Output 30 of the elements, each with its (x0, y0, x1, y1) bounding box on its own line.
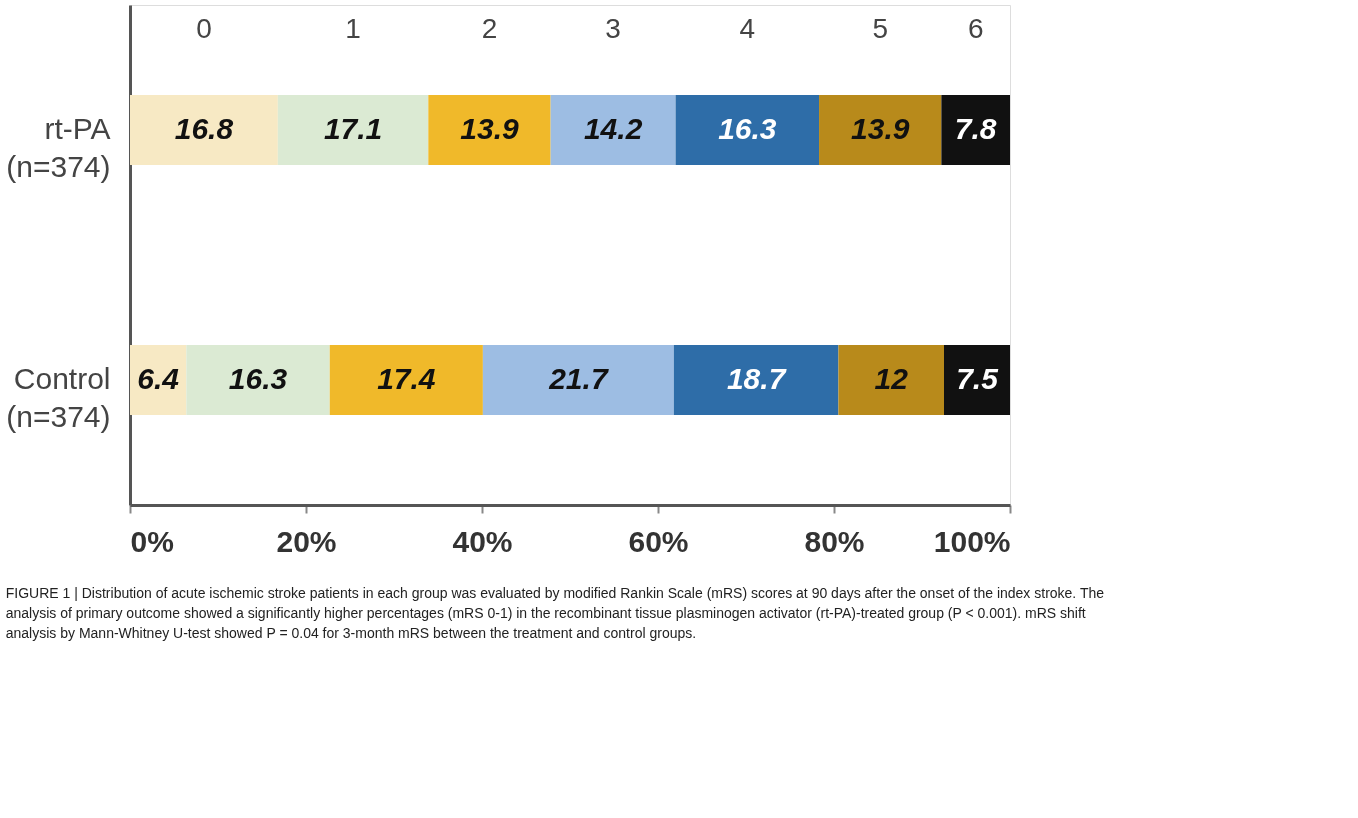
x-tick-label: 0% (130, 524, 174, 558)
data-label: 7.5 (956, 362, 1000, 395)
caption: FIGURE 1 | Distribution of acute ischemic stroke patients in each group was evaluated by modified Rankin Scale (mRS) scores at 90 days after the onset of the index stroke. The analysis of primary outcome showed a significantly higher percentages (mRS 0-1) in the recombinant tissue plasminogen activator (rt-PA)-treated group (P < 0.001). mRS shift analysis by Mann-Whitney U-test showed P = 0.04 for 3-month mRS between the treatment and control groups. (5, 585, 1105, 641)
y-tick-label: Control (n=374) (6, 362, 111, 433)
x-tick-label: 20% (276, 524, 337, 558)
x-tick-label: 40% (452, 524, 513, 558)
series-label: 3 (605, 13, 621, 44)
data-label: 6.4 (137, 362, 180, 395)
series-label: 4 (739, 13, 756, 44)
data-label: 14.2 (583, 112, 643, 145)
x-tick-label: 80% (804, 524, 865, 558)
data-label: 7.8 (954, 112, 997, 145)
data-label: 13.9 (460, 112, 519, 145)
series-label: 5 (872, 13, 888, 44)
series-label: 6 (967, 13, 984, 44)
series-label: 1 (345, 13, 361, 44)
data-label: 16.3 (718, 112, 777, 145)
x-tick-label: 60% (628, 524, 689, 558)
data-label: 18.7 (726, 362, 787, 395)
x-tick-label: 100% (933, 524, 1011, 558)
data-label: 13.9 (851, 112, 910, 145)
data-label: 17.1 (323, 112, 383, 145)
data-label: 21.7 (548, 362, 609, 395)
data-label: 12 (874, 362, 909, 395)
data-label: 16.3 (228, 362, 288, 395)
data-label: 16.8 (174, 112, 234, 145)
series-label: 2 (481, 13, 498, 44)
series-label: 0 (196, 13, 212, 44)
data-label: 17.4 (377, 362, 436, 395)
y-tick-label: rt-PA (n=374) (6, 112, 111, 183)
